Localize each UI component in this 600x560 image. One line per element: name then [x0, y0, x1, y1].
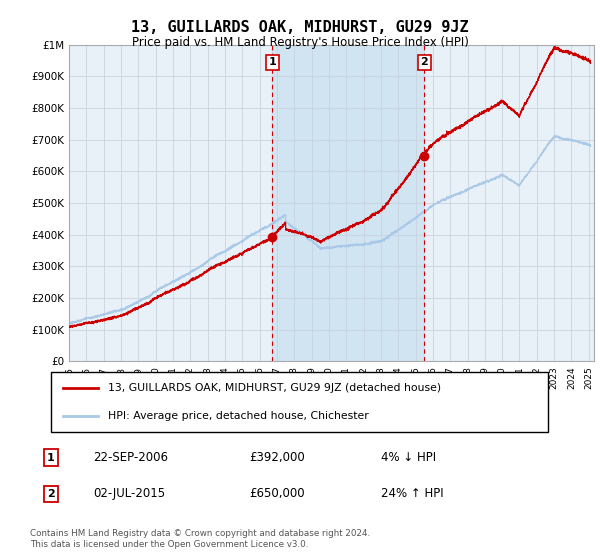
Text: 1: 1	[268, 58, 276, 67]
Text: 1: 1	[47, 452, 55, 463]
Text: 22-SEP-2006: 22-SEP-2006	[93, 451, 168, 464]
Bar	[272, 45, 424, 361]
Text: HPI: Average price, detached house, Chichester: HPI: Average price, detached house, Chic…	[109, 411, 369, 421]
Text: Contains HM Land Registry data © Crown copyright and database right 2024.
This d: Contains HM Land Registry data © Crown c…	[30, 529, 370, 549]
Text: 13, GUILLARDS OAK, MIDHURST, GU29 9JZ (detached house): 13, GUILLARDS OAK, MIDHURST, GU29 9JZ (d…	[109, 382, 442, 393]
Text: 2: 2	[421, 58, 428, 67]
Text: £392,000: £392,000	[249, 451, 305, 464]
Text: 13, GUILLARDS OAK, MIDHURST, GU29 9JZ: 13, GUILLARDS OAK, MIDHURST, GU29 9JZ	[131, 20, 469, 35]
Text: £650,000: £650,000	[249, 487, 305, 501]
Text: 24% ↑ HPI: 24% ↑ HPI	[381, 487, 443, 501]
Text: 4% ↓ HPI: 4% ↓ HPI	[381, 451, 436, 464]
Text: 2: 2	[47, 489, 55, 499]
Text: 02-JUL-2015: 02-JUL-2015	[93, 487, 165, 501]
Text: Price paid vs. HM Land Registry's House Price Index (HPI): Price paid vs. HM Land Registry's House …	[131, 36, 469, 49]
FancyBboxPatch shape	[50, 371, 548, 432]
